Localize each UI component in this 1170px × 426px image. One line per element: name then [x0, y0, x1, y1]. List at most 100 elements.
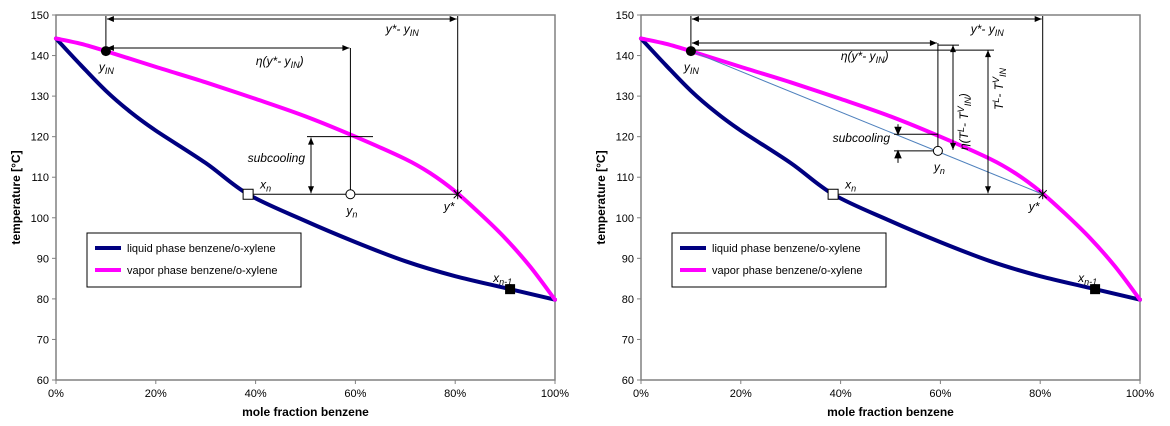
legend-box	[671, 232, 887, 288]
point-label-main: x	[259, 177, 267, 191]
x-tick-label: 20%	[730, 388, 752, 400]
label-eta: η(y*- yIN)	[841, 49, 889, 65]
label-eta-t-mid: - T	[957, 111, 971, 127]
point-label-sub: n-1	[1084, 277, 1097, 287]
x-tick-label: 40%	[830, 388, 852, 400]
point-label-2: yn	[933, 160, 945, 176]
x-tick-label: 0%	[48, 388, 64, 400]
y-tick-label: 130	[31, 91, 49, 103]
y-tick-label: 60	[37, 375, 49, 387]
label-total: y*- yIN	[970, 22, 1005, 38]
arrow-t-head-bottom	[985, 186, 991, 194]
legend-label-liquid: liquid phase benzene/o-xylene	[712, 243, 861, 255]
x-tick-label: 80%	[444, 388, 466, 400]
label-eta-sub: IN	[876, 55, 886, 65]
label-t-sub: IN	[998, 67, 1008, 77]
y-tick-label: 70	[37, 334, 49, 346]
arrow-eta-head-right	[929, 40, 937, 46]
x-tick-label: 60%	[344, 388, 366, 400]
y-tick-label: 100	[31, 213, 49, 225]
label-eta-close: )	[883, 49, 889, 63]
point-label-sub: n-1	[499, 277, 512, 287]
arrow-eta-t-head-bottom	[950, 142, 956, 150]
label-t-sup-v: V	[991, 76, 1001, 83]
point-label-main: y*	[1028, 199, 1040, 213]
y-tick-label: 70	[622, 334, 634, 346]
arrow-total-head-left	[106, 16, 114, 22]
label-t-sup-l: L	[991, 98, 1001, 103]
marker-y-in	[685, 46, 696, 57]
arrow-subcooling-top	[894, 124, 902, 136]
plot-area-frame	[55, 14, 556, 381]
legend-box	[86, 232, 302, 288]
marker-x-n	[827, 188, 839, 200]
arrow-eta-head-right	[342, 45, 350, 51]
label-subcooling: subcooling	[248, 151, 306, 165]
point-label-4: xn-1	[1077, 271, 1097, 287]
arrow-eta-head-left	[106, 45, 114, 51]
operating-line	[690, 50, 1043, 195]
y-tick-label: 80	[37, 294, 49, 306]
y-axis-label: temperature [°C]	[9, 150, 23, 244]
x-tick-label: 100%	[541, 388, 569, 400]
marker-y-star	[1038, 189, 1048, 200]
arrow-subcooling-head-bottom	[308, 186, 314, 194]
label-total-main: y*- y	[385, 22, 411, 36]
y-tick-label: 120	[616, 132, 634, 144]
label-eta-main: η(y*- y	[841, 49, 877, 63]
arrow-total-head-right	[1034, 16, 1042, 22]
label-total-sub: IN	[995, 28, 1005, 38]
y-tick-label: 140	[31, 51, 49, 63]
label-eta-t-sub: IN	[963, 97, 973, 107]
point-label-0: yIN	[98, 60, 115, 76]
label-total-sub: IN	[410, 28, 420, 38]
point-label-0: yIN	[683, 60, 700, 76]
y-tick-label: 150	[31, 10, 49, 22]
x-axis-label: mole fraction benzene	[827, 405, 954, 419]
arrow-t-head-top	[985, 50, 991, 58]
label-eta-t: η(TL- TVIN)	[956, 93, 973, 150]
arrow-eta-t-head-top	[950, 45, 956, 53]
label-subcooling: subcooling	[833, 131, 891, 145]
arrow-eta-head-left	[691, 40, 699, 46]
y-tick-label: 60	[622, 375, 634, 387]
point-label-main: y	[933, 160, 941, 174]
label-eta-close: )	[298, 54, 304, 68]
point-label-sub: n	[940, 166, 945, 176]
arrow-total-head-right	[449, 16, 457, 22]
point-label-1: xn	[259, 177, 271, 193]
point-label-sub: IN	[690, 66, 700, 76]
point-label-2: yn	[345, 203, 357, 219]
y-tick-label: 100	[616, 213, 634, 225]
point-label-sub: n	[266, 183, 271, 193]
label-eta-main: η(y*- y	[256, 54, 292, 68]
marker-y-star	[453, 189, 463, 200]
label-t-mid: - T	[992, 81, 1006, 97]
label-t-main: T	[992, 101, 1006, 110]
label-eta-sub: IN	[291, 60, 301, 70]
series-line-vapor	[639, 36, 1142, 302]
point-label-1: xn	[844, 177, 856, 193]
legend-label-liquid: liquid phase benzene/o-xylene	[127, 243, 276, 255]
legend-label-vapor: vapor phase benzene/o-xylene	[712, 265, 862, 277]
label-t: TL- TVIN	[991, 67, 1008, 110]
marker-x-n-1	[505, 284, 516, 295]
x-tick-label: 20%	[145, 388, 167, 400]
marker-x-n	[242, 188, 254, 200]
point-label-main: y	[683, 60, 691, 74]
point-label-3: y*	[443, 199, 455, 213]
point-label-sub: n	[851, 183, 856, 193]
arrow-total-head-left	[691, 16, 699, 22]
label-total: y*- yIN	[385, 22, 420, 38]
y-tick-label: 130	[616, 91, 634, 103]
label-eta-t-close: )	[957, 93, 971, 99]
x-tick-label: 60%	[929, 388, 951, 400]
label-eta-t-sup-v: V	[956, 105, 966, 112]
arrow-subcooling-bottom	[894, 149, 902, 163]
point-label-sub: n	[352, 209, 357, 219]
marker-y-n	[932, 145, 943, 156]
marker-y-in	[100, 46, 111, 57]
label-total-main: y*- y	[970, 22, 996, 36]
y-tick-label: 90	[622, 253, 634, 265]
